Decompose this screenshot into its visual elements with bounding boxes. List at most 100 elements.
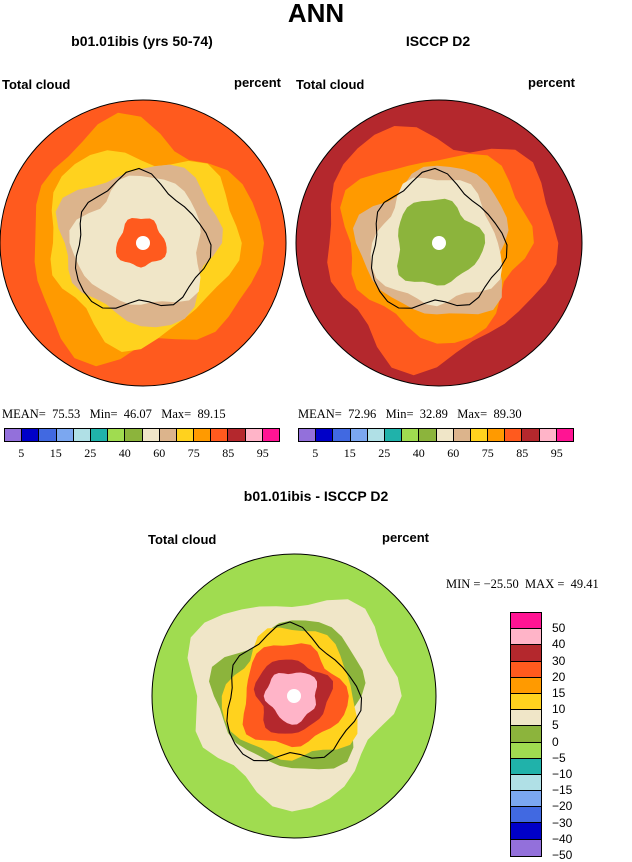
colorbar-swatch — [419, 429, 437, 441]
colorbar-swatch — [511, 726, 541, 743]
colorbar-swatch — [436, 429, 454, 441]
diff-min: −25.50 — [483, 577, 519, 591]
map-border — [0, 99, 287, 387]
colorbar-tick-label: 95 — [256, 446, 269, 460]
panel2-mean: 72.96 — [348, 407, 377, 421]
colorbar-swatch — [5, 429, 23, 441]
diff-min-label: MIN = — [446, 577, 481, 591]
colorbar-swatch — [511, 613, 541, 630]
colorbar-tick-label: 40 — [412, 446, 425, 460]
colorbar-swatch — [142, 429, 160, 441]
colorbar-tick-label: 25 — [84, 446, 97, 460]
colorbar-tick-label: −40 — [552, 831, 573, 846]
panel2-mean-label: MEAN= — [298, 407, 342, 421]
diff-variable: Total cloud — [148, 532, 217, 547]
colorbar-swatch — [511, 758, 541, 775]
colorbar-swatch — [90, 429, 109, 441]
colorbar-tick-label: −20 — [552, 799, 573, 814]
colorbar-tick-label: 5 — [552, 718, 559, 733]
panel2-min-label: Min= — [385, 407, 414, 421]
panel1-mean-label: MEAN= — [2, 407, 46, 421]
panel1-mean: 75.53 — [52, 407, 81, 421]
colorbar-tick-label: 60 — [447, 446, 460, 460]
colorbar-swatch — [511, 791, 541, 808]
colorbar-swatch — [556, 429, 573, 441]
diff-title: b01.01ibis - ISCCP D2 — [243, 488, 389, 504]
panel2-colorbar-labels: 5 15 25 40 60 75 85 95 — [298, 446, 574, 462]
panel1-max-label: Max= — [161, 407, 192, 421]
colorbar-swatch — [522, 429, 540, 441]
colorbar-swatch — [22, 429, 40, 441]
colorbar-swatch — [367, 429, 385, 441]
colorbar-tick-label: 30 — [552, 653, 566, 668]
colorbar-tick-label: 40 — [552, 637, 566, 652]
panel2-max: 89.30 — [493, 407, 522, 421]
panel1-title: b01.01ibis (yrs 50-74) — [71, 33, 213, 49]
main-title: ANN — [287, 0, 345, 28]
colorbar-swatch — [511, 710, 541, 727]
colorbar-tick-label: 10 — [552, 702, 566, 717]
colorbar-swatch — [262, 429, 279, 441]
map-border — [295, 99, 583, 387]
panel2-units: percent — [528, 75, 575, 90]
panel2-map — [295, 99, 583, 387]
panel2-min: 32.89 — [419, 407, 448, 421]
diff-colorbar — [510, 612, 542, 857]
colorbar-swatch — [228, 429, 246, 441]
colorbar-tick-label: 25 — [378, 446, 391, 460]
coastline — [226, 621, 363, 762]
colorbar-swatch — [402, 429, 420, 441]
colorbar-tick-label: 40 — [118, 446, 131, 460]
colorbar-tick-label: 50 — [552, 621, 566, 636]
panel2-stats: MEAN= 72.96 Min= 32.89 Max= 89.30 — [298, 407, 522, 421]
colorbar-tick-label: 75 — [187, 446, 200, 460]
colorbar-swatch — [539, 429, 557, 441]
colorbar-swatch — [470, 429, 489, 441]
colorbar-swatch — [511, 661, 541, 678]
panel1-min-label: Min= — [89, 407, 118, 421]
colorbar-tick-label: −30 — [552, 815, 573, 830]
colorbar-tick-label: 75 — [481, 446, 494, 460]
colorbar-swatch — [511, 839, 541, 856]
colorbar-swatch — [350, 429, 368, 441]
coastline — [74, 167, 212, 309]
colorbar-swatch — [39, 429, 57, 441]
colorbar-swatch — [511, 807, 541, 824]
colorbar-swatch — [159, 429, 177, 441]
coastline — [370, 167, 508, 309]
panel1-min: 46.07 — [123, 407, 152, 421]
colorbar-swatch — [511, 629, 541, 646]
colorbar-tick-label: 60 — [153, 446, 166, 460]
map-border — [151, 553, 437, 839]
pole-marker — [136, 236, 150, 250]
colorbar-swatch — [194, 429, 212, 441]
colorbar-swatch — [299, 429, 317, 441]
colorbar-tick-label: 20 — [552, 669, 566, 684]
colorbar-tick-label: 0 — [552, 734, 559, 749]
panel2-title: ISCCP D2 — [405, 33, 471, 49]
colorbar-tick-label: 15 — [343, 446, 356, 460]
panel2-max-label: Max= — [457, 407, 488, 421]
diff-max: 49.41 — [570, 577, 599, 591]
pole-marker — [287, 689, 301, 703]
colorbar-swatch — [453, 429, 471, 441]
diff-stats: MIN = −25.50 MAX = 49.41 — [446, 577, 599, 591]
colorbar-swatch — [384, 429, 403, 441]
panel1-units: percent — [234, 75, 281, 90]
colorbar-swatch — [511, 774, 541, 792]
colorbar-tick-label: −15 — [552, 783, 573, 798]
colorbar-tick-label: 5 — [312, 446, 319, 460]
panel1-colorbar-labels: 5 15 25 40 60 75 85 95 — [4, 446, 280, 462]
colorbar-tick-label: −5 — [552, 750, 566, 765]
colorbar-swatch — [511, 677, 541, 694]
diff-max-label: MAX = — [525, 577, 565, 591]
panel1-max: 89.15 — [197, 407, 226, 421]
colorbar-swatch — [245, 429, 263, 441]
colorbar-swatch — [511, 823, 541, 840]
colorbar-tick-label: −50 — [552, 848, 573, 862]
colorbar-tick-label: 15 — [49, 446, 62, 460]
panel1-colorbar — [4, 428, 280, 442]
colorbar-swatch — [125, 429, 143, 441]
colorbar-tick-label: 5 — [18, 446, 25, 460]
colorbar-tick-label: 85 — [516, 446, 529, 460]
